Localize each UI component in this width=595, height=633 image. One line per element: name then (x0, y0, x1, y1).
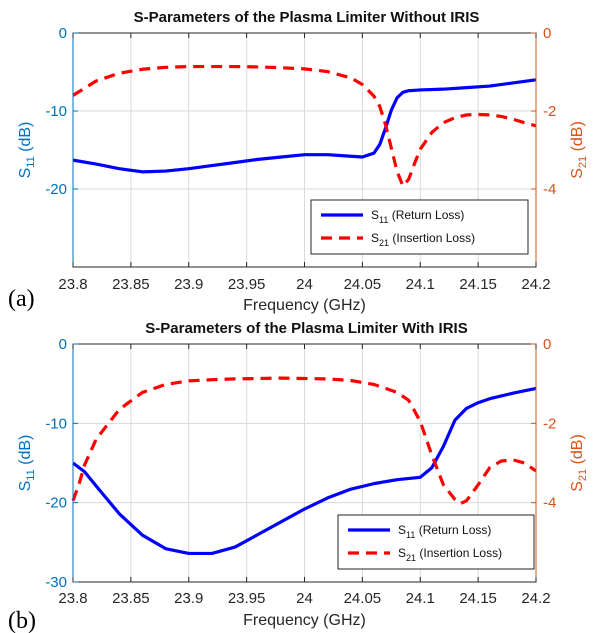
y-axis-right-label: S21 (dB) (569, 434, 589, 492)
x-tick-label: 23.9 (174, 590, 203, 607)
y-left-tick-label: -20 (45, 495, 67, 512)
axis-label-unit: (dB) (17, 122, 34, 157)
x-axis-label: Frequency (GHz) (243, 297, 366, 314)
legend-box (337, 514, 535, 570)
axis-label-symbol: S (17, 168, 34, 179)
legend: S11 (Return Loss)S21 (Insertion Loss) (337, 514, 535, 570)
x-axis-label: Frequency (GHz) (243, 612, 366, 629)
y-right-tick-label: -4 (543, 495, 556, 512)
legend-symbol: S (398, 523, 406, 537)
y-left-tick-label: -10 (45, 415, 67, 432)
legend-symbol: S (398, 546, 406, 560)
axis-label-subscript: 11 (25, 156, 37, 167)
chart-panel-a: 23.8 23.85 23.9 23.95 24 24.05 24.1 24.15 24.2 0 -… (8, 9, 589, 314)
x-tick-label: 24 (296, 276, 313, 293)
x-tick-label: 23.8 (58, 276, 87, 293)
axis-label-unit: (dB) (17, 435, 34, 470)
legend-description: (Return Loss) (388, 208, 464, 222)
axis-label-symbol: S (569, 481, 586, 492)
s11-line (72, 78, 537, 174)
legend-entry: S21 (Insertion Loss) (371, 231, 475, 248)
s21-line (71, 376, 537, 506)
x-tick-label: 24.2 (521, 276, 550, 293)
x-tick-label: 23.85 (112, 276, 150, 293)
y-left-tick-label: 0 (59, 336, 67, 353)
legend-entry: S21 (Insertion Loss) (398, 546, 502, 563)
legend-entry: S11 (Return Loss) (398, 523, 491, 540)
axis-label-unit: (dB) (569, 434, 586, 469)
chart-panel-b: 23.8 23.85 23.9 23.95 24 24.05 24.1 24.15 24.2 0 -… (8, 320, 589, 633)
s11-line (72, 386, 537, 556)
x-tick-label: 24.1 (406, 590, 435, 607)
x-tick-label: 23.95 (228, 276, 266, 293)
axis-label-subscript: 21 (577, 469, 589, 481)
chart-title: S-Parameters of the Plasma Limiter Witho… (134, 9, 480, 26)
axis-label-unit: (dB) (569, 121, 586, 156)
legend-description: (Return Loss) (415, 523, 491, 537)
legend-description: (Insertion Loss) (389, 231, 475, 245)
axis-label-symbol: S (17, 481, 34, 492)
x-tick-label: 24 (296, 590, 313, 607)
legend-subscript: 21 (406, 553, 416, 563)
axis-label-symbol: S (569, 168, 586, 179)
y-left-tick-label: -30 (45, 574, 67, 591)
y-axis-right-label: S21 (dB) (569, 121, 589, 179)
x-tick-label: 23.8 (58, 590, 87, 607)
x-tick-label: 23.95 (228, 590, 266, 607)
x-tick-label: 24.15 (459, 276, 497, 293)
legend-subscript: 21 (379, 238, 389, 248)
y-right-tick-label: -2 (543, 415, 556, 432)
x-tick-label: 23.9 (174, 276, 203, 293)
y-left-tick-label: -10 (45, 103, 67, 120)
legend-box (310, 199, 529, 255)
y-right-tick-label: -4 (543, 181, 556, 198)
axis-label-subscript: 21 (577, 156, 589, 168)
y-right-tick-label: -2 (543, 103, 556, 120)
y-axis-left-label: S11 (dB) (17, 122, 37, 179)
s21-line (72, 64, 537, 188)
x-tick-label: 23.85 (112, 590, 150, 607)
x-tick-label: 24.05 (344, 590, 382, 607)
legend-subscript: 11 (406, 530, 415, 540)
panel-label: (b) (8, 608, 36, 633)
legend-description: (Insertion Loss) (416, 546, 502, 560)
y-left-tick-label: 0 (59, 25, 67, 42)
legend-entry: S11 (Return Loss) (371, 208, 464, 225)
x-tick-label: 24.2 (521, 590, 550, 607)
axis-label-subscript: 11 (25, 469, 37, 480)
x-tick-label: 24.05 (344, 276, 382, 293)
x-tick-label: 24.1 (406, 276, 435, 293)
legend-symbol: S (371, 208, 379, 222)
y-axis-left-label: S11 (dB) (17, 435, 37, 492)
legend-symbol: S (371, 231, 379, 245)
y-left-tick-label: -20 (45, 181, 67, 198)
legend: S11 (Return Loss)S21 (Insertion Loss) (310, 199, 529, 255)
chart-title: S-Parameters of the Plasma Limiter With … (145, 320, 467, 337)
panel-label: (a) (8, 286, 35, 312)
y-right-tick-label: 0 (543, 336, 551, 353)
y-right-tick-label: 0 (543, 25, 551, 42)
x-tick-label: 24.15 (459, 590, 497, 607)
legend-subscript: 11 (379, 215, 388, 225)
